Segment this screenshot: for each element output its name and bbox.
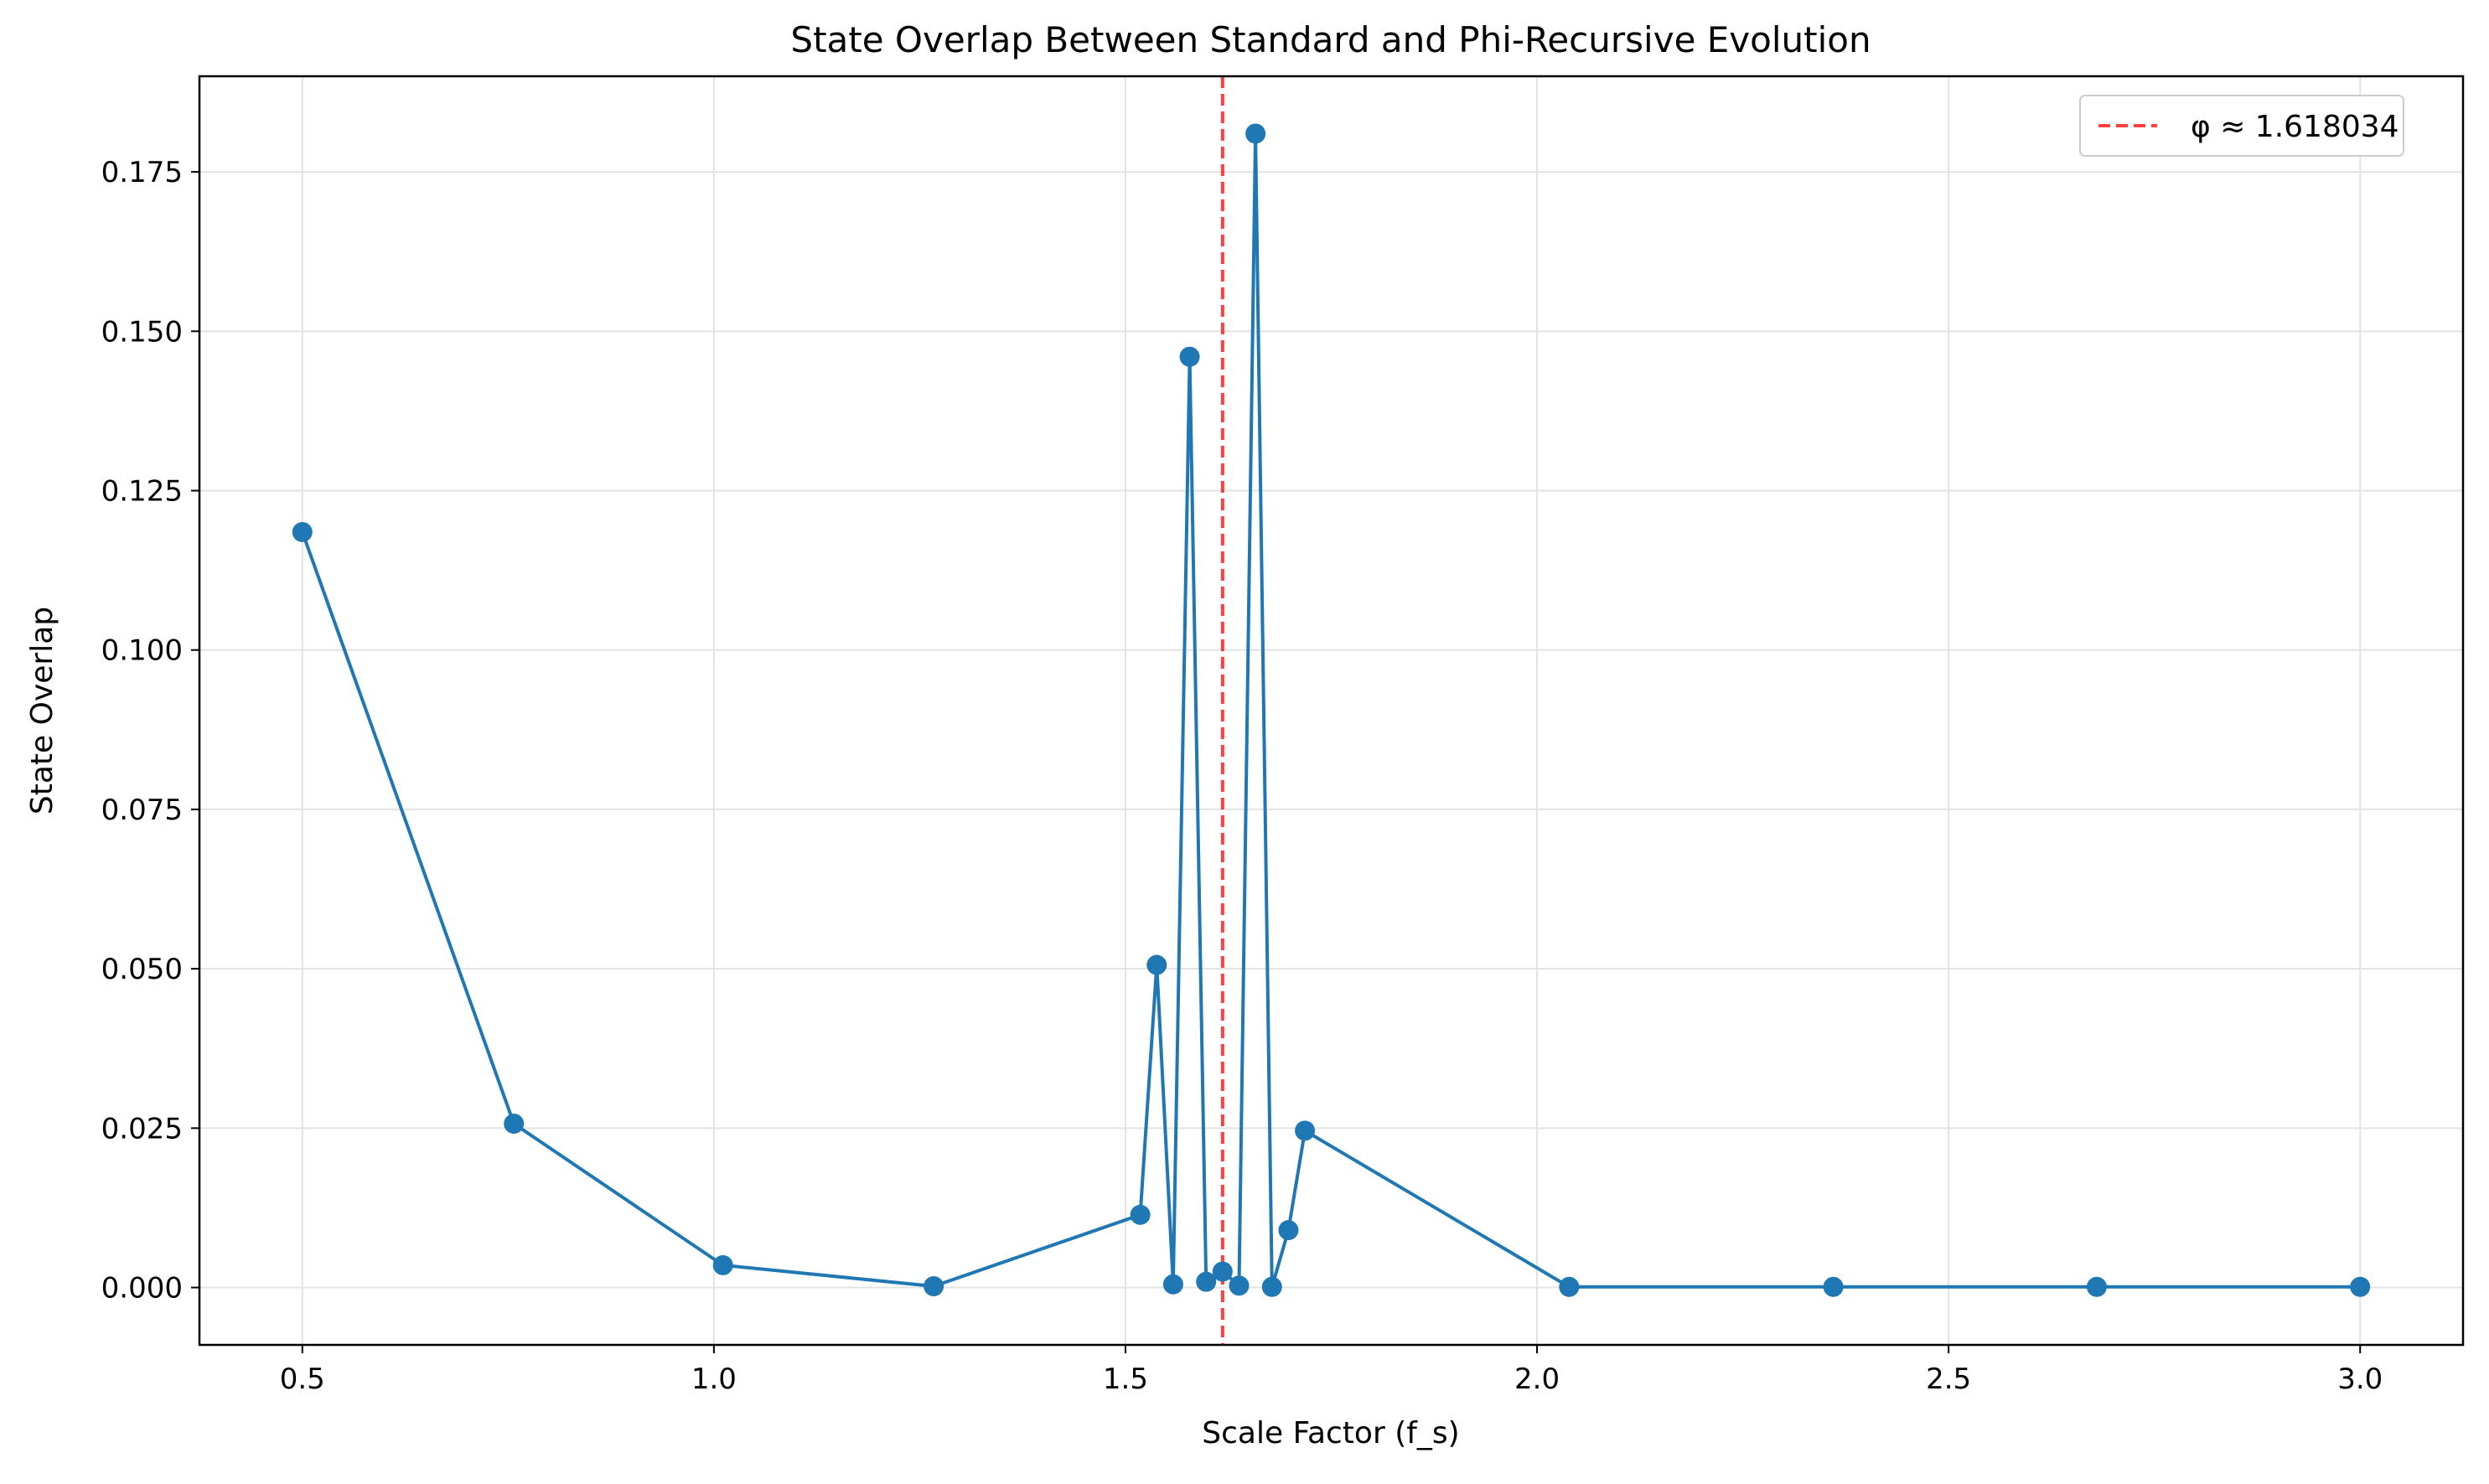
x-tick-label: 0.5 bbox=[280, 1362, 325, 1396]
x-axis-title: Scale Factor (f_s) bbox=[1202, 1416, 1459, 1450]
y-tick-label: 0.125 bbox=[101, 475, 183, 509]
y-tick-label: 0.100 bbox=[101, 634, 183, 668]
grid bbox=[199, 76, 2463, 1345]
chart-title: State Overlap Between Standard and Phi-R… bbox=[790, 19, 1871, 60]
data-point bbox=[1559, 1276, 1580, 1297]
data-point bbox=[712, 1254, 733, 1275]
legend-label-reference-line: φ ≈ 1.618034 bbox=[2191, 110, 2399, 144]
x-tick-label: 3.0 bbox=[2337, 1362, 2383, 1396]
data-point bbox=[1196, 1271, 1217, 1292]
data-point bbox=[1261, 1276, 1282, 1297]
data-point bbox=[1146, 954, 1167, 975]
y-tick-label: 0.150 bbox=[101, 315, 183, 349]
data-point bbox=[1245, 123, 1266, 144]
data-point bbox=[504, 1114, 525, 1135]
data-point bbox=[1212, 1261, 1233, 1282]
x-tick-label: 1.5 bbox=[1103, 1362, 1148, 1396]
data-point bbox=[1278, 1220, 1299, 1241]
data-point bbox=[1179, 346, 1200, 367]
legend: φ ≈ 1.618034 bbox=[2079, 95, 2404, 157]
series-line bbox=[300, 132, 2361, 1289]
y-axis: 0.000 0.025 0.050 0.075 0.100 0.125 0.150 0.175 bbox=[101, 156, 199, 1306]
y-tick-label: 0.000 bbox=[101, 1272, 183, 1306]
plot-frame bbox=[198, 75, 2465, 1347]
y-tick-label: 0.175 bbox=[101, 156, 183, 189]
x-tick-label: 2.0 bbox=[1514, 1362, 1560, 1396]
y-tick-label: 0.050 bbox=[101, 953, 183, 986]
data-point bbox=[2086, 1276, 2107, 1297]
data-point bbox=[1229, 1275, 1250, 1296]
data-point bbox=[2350, 1276, 2371, 1297]
data-point bbox=[1295, 1120, 1316, 1141]
data-point bbox=[1130, 1204, 1151, 1225]
y-tick-label: 0.025 bbox=[101, 1112, 183, 1145]
legend-box bbox=[2079, 95, 2404, 157]
x-tick-label: 2.5 bbox=[1926, 1362, 1971, 1396]
x-tick-label: 1.0 bbox=[691, 1362, 737, 1396]
y-tick-label: 0.075 bbox=[101, 794, 183, 827]
x-axis: 0.5 1.0 1.5 2.0 2.5 3.0 bbox=[280, 1345, 2383, 1396]
data-point bbox=[1823, 1276, 1844, 1297]
data-point bbox=[1162, 1274, 1183, 1295]
data-point bbox=[924, 1276, 944, 1297]
y-axis-title: State Overlap bbox=[25, 607, 60, 814]
series bbox=[292, 123, 2371, 1297]
data-point bbox=[292, 521, 313, 542]
